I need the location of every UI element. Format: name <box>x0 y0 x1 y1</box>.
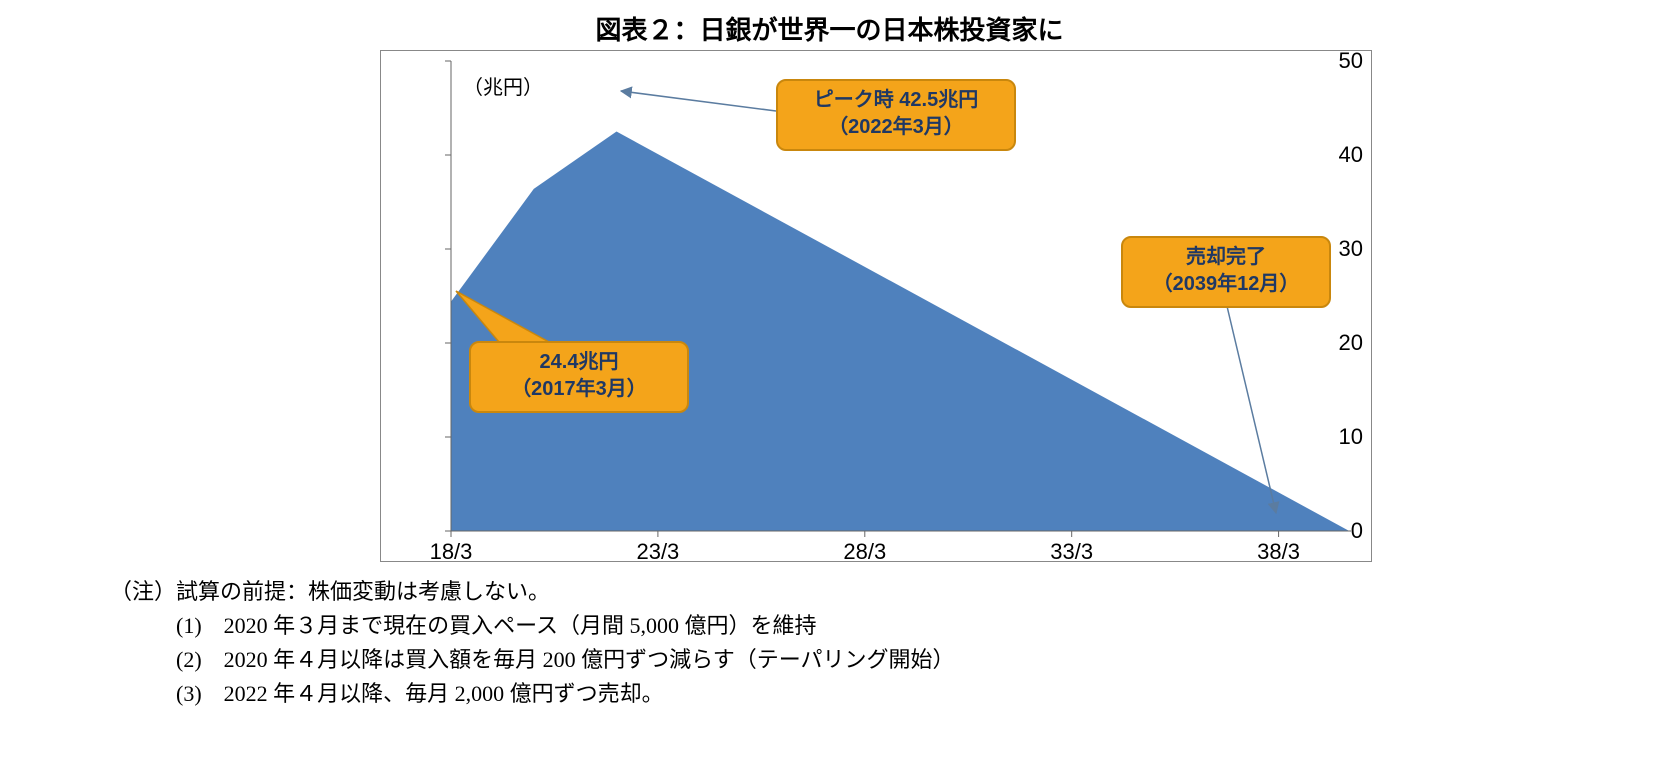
x-tick-label: 18/3 <box>430 539 473 565</box>
x-tick-label: 28/3 <box>843 539 886 565</box>
x-tick-label: 23/3 <box>636 539 679 565</box>
footnote-line: (1) 2020 年３月まで現在の買入ペース（月間 5,000 億円）を維持 <box>110 609 955 643</box>
callout-line: ピーク時 42.5兆円 <box>792 87 1000 114</box>
callout-start: 24.4兆円（2017年3月） <box>469 341 689 413</box>
y-tick-label: 50 <box>1303 48 1363 74</box>
chart-frame: （兆円） 01020304050 18/323/328/333/338/3 ピー… <box>380 50 1372 562</box>
callout-line: （2022年3月） <box>792 114 1000 141</box>
footnote-line: (2) 2020 年４月以降は買入額を毎月 200 億円ずつ減らす（テーパリング… <box>110 643 955 677</box>
area-series <box>451 132 1349 532</box>
footnote-line: （注）試算の前提：株価変動は考慮しない。 <box>110 575 955 609</box>
y-tick-label: 40 <box>1303 142 1363 168</box>
callout-end: 売却完了（2039年12月） <box>1121 236 1331 308</box>
callout-arrow <box>621 91 776 111</box>
x-tick-label: 38/3 <box>1257 539 1300 565</box>
callout-line: 24.4兆円 <box>485 349 673 376</box>
callout-line: 売却完了 <box>1137 244 1315 271</box>
y-tick-label: 10 <box>1303 424 1363 450</box>
y-tick-label: 20 <box>1303 330 1363 356</box>
callout-line: （2017年3月） <box>485 376 673 403</box>
y-tick-label: 0 <box>1303 518 1363 544</box>
footnote-line: (3) 2022 年４月以降、毎月 2,000 億円ずつ売却。 <box>110 677 955 711</box>
footnotes: （注）試算の前提：株価変動は考慮しない。 (1) 2020 年３月まで現在の買入… <box>110 575 955 711</box>
callout-peak: ピーク時 42.5兆円（2022年3月） <box>776 79 1016 151</box>
y-axis-unit: （兆円） <box>463 71 543 100</box>
chart-title: 図表２：日銀が世界一の日本株投資家に <box>0 10 1659 47</box>
callout-line: （2039年12月） <box>1137 271 1315 298</box>
x-tick-label: 33/3 <box>1050 539 1093 565</box>
